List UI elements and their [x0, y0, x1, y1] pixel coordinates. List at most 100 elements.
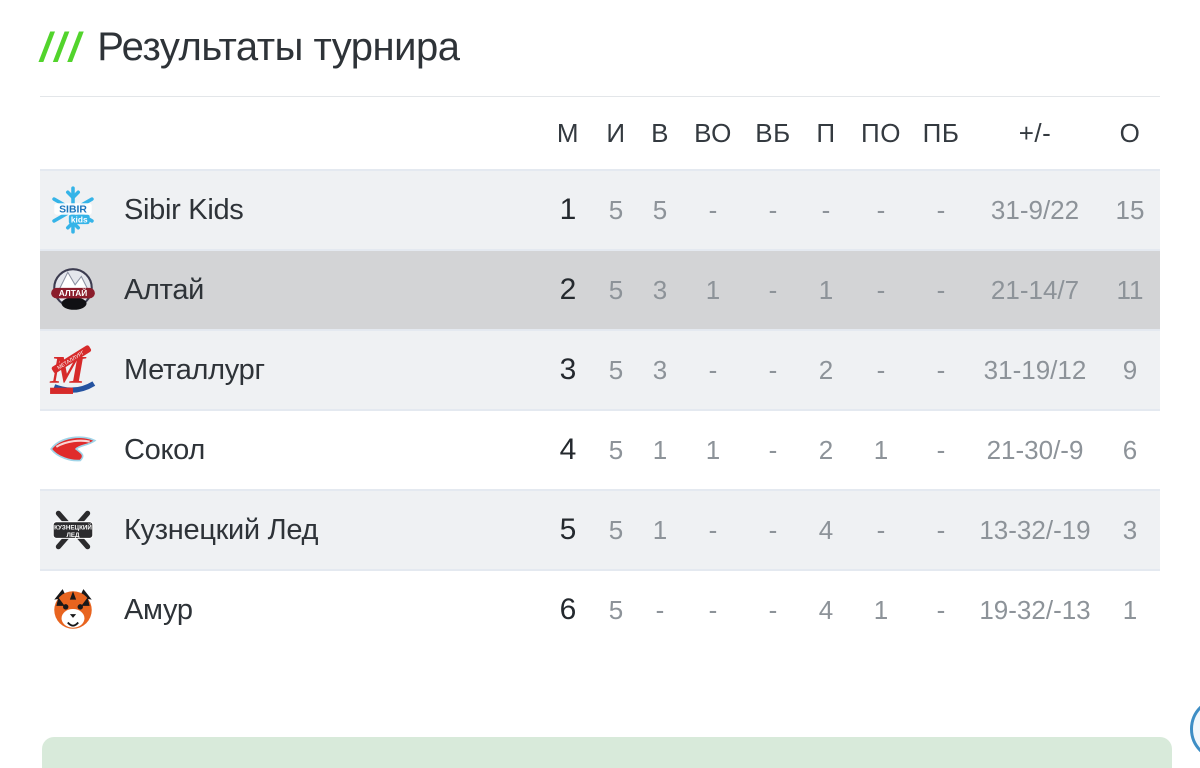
cell-wins: 3: [652, 274, 668, 305]
cell-wins: 1: [652, 434, 668, 465]
cell-goal-diff: 13-32/-19: [979, 514, 1091, 545]
page-header: /// Результаты турнира: [40, 22, 1160, 74]
cell-losses-so: -: [936, 514, 946, 545]
col-header-losses-so: ПБ: [922, 117, 960, 148]
cell-wins-so: -: [768, 434, 778, 465]
cell-losses: 4: [818, 594, 834, 625]
standings-body: Sibir Kids 1 5 5 - - - - - 31-9/22 15 Ал…: [40, 169, 1160, 649]
table-row[interactable]: Металлург 3 5 3 - - 2 - - 31-19/12 9: [40, 329, 1160, 409]
cell-losses: 2: [818, 434, 834, 465]
cell-games: 5: [608, 514, 624, 545]
cell-losses-so: -: [936, 274, 946, 305]
cell-wins-ot: -: [708, 594, 718, 625]
team-name: Sibir Kids: [124, 193, 244, 226]
cell-goal-diff: 31-19/12: [983, 354, 1087, 385]
table-header-row: М И В ВО ВБ П ПО ПБ +/- О: [40, 97, 1160, 169]
team-cell: Sibir Kids: [40, 185, 542, 235]
sibir-kids-logo: [48, 185, 98, 235]
col-header-place: М: [556, 117, 580, 148]
cell-losses-so: -: [936, 434, 946, 465]
cell-losses-ot: -: [876, 354, 886, 385]
cell-goal-diff: 31-9/22: [990, 194, 1080, 225]
sokol-logo: [48, 425, 98, 475]
cell-wins-so: -: [768, 194, 778, 225]
cell-wins-so: -: [768, 274, 778, 305]
cell-losses-ot: -: [876, 514, 886, 545]
col-header-games: И: [606, 117, 626, 148]
kuznetsky-led-logo: [48, 505, 98, 555]
table-row[interactable]: Амур 6 5 - - - 4 1 - 19-32/-13 1: [40, 569, 1160, 649]
team-cell: Амур: [40, 585, 542, 635]
cell-goal-diff: 21-14/7: [990, 274, 1080, 305]
page-title: Результаты турнира: [97, 25, 460, 69]
cell-place: 6: [559, 593, 577, 626]
team-cell: Сокол: [40, 425, 542, 475]
col-header-wins: В: [651, 117, 669, 148]
col-header-wins-ot: ВО: [694, 117, 732, 148]
cell-wins-ot: -: [708, 514, 718, 545]
col-header-losses-ot: ПО: [861, 117, 901, 148]
cell-wins: -: [655, 594, 665, 625]
cell-losses-so: -: [936, 354, 946, 385]
title-accent-slashes-icon: ///: [40, 24, 84, 70]
cell-games: 5: [608, 594, 624, 625]
team-cell: Металлург: [40, 345, 542, 395]
cell-wins-so: -: [768, 354, 778, 385]
cell-games: 5: [608, 434, 624, 465]
altay-logo: [48, 265, 98, 315]
cell-wins-ot: -: [708, 354, 718, 385]
cell-points: 1: [1122, 594, 1138, 625]
cell-losses-ot: -: [876, 194, 886, 225]
amur-logo: [48, 585, 98, 635]
cell-place: 5: [559, 513, 577, 546]
team-name: Металлург: [124, 353, 265, 386]
cell-games: 5: [608, 274, 624, 305]
title-divider: [40, 96, 1160, 97]
cell-losses-ot: 1: [873, 434, 889, 465]
cell-games: 5: [608, 354, 624, 385]
cell-place: 4: [559, 433, 577, 466]
content-area: /// Результаты турнира М И В ВО ВБ П ПО …: [40, 22, 1160, 649]
cell-wins: 5: [652, 194, 668, 225]
cell-place: 3: [559, 353, 577, 386]
table-row[interactable]: Алтай 2 5 3 1 - 1 - - 21-14/7 11: [40, 249, 1160, 329]
cell-losses: 2: [818, 354, 834, 385]
team-name: Кузнецкий Лед: [124, 513, 319, 546]
cell-losses-ot: 1: [873, 594, 889, 625]
floating-widget-button[interactable]: [1190, 697, 1200, 761]
col-header-goal-diff: +/-: [1018, 117, 1052, 148]
cell-losses: 4: [818, 514, 834, 545]
table-row[interactable]: Кузнецкий Лед 5 5 1 - - 4 - - 13-32/-19 …: [40, 489, 1160, 569]
team-name: Амур: [124, 593, 193, 626]
bottom-banner: [42, 737, 1172, 768]
cell-points: 6: [1122, 434, 1138, 465]
cell-goal-diff: 21-30/-9: [986, 434, 1084, 465]
table-row[interactable]: Sibir Kids 1 5 5 - - - - - 31-9/22 15: [40, 169, 1160, 249]
standings-table: М И В ВО ВБ П ПО ПБ +/- О Sibir Kids 1 5…: [40, 97, 1160, 649]
col-header-losses: П: [816, 117, 836, 148]
metallurg-logo: [48, 345, 98, 395]
cell-wins-ot: 1: [705, 274, 721, 305]
cell-place: 1: [559, 193, 577, 226]
cell-losses-so: -: [936, 594, 946, 625]
cell-goal-diff: 19-32/-13: [979, 594, 1091, 625]
col-header-wins-so: ВБ: [755, 117, 791, 148]
cell-wins-so: -: [768, 594, 778, 625]
cell-points: 3: [1122, 514, 1138, 545]
col-header-points: О: [1119, 117, 1141, 148]
cell-wins-ot: 1: [705, 434, 721, 465]
team-cell: Алтай: [40, 265, 542, 315]
cell-losses: -: [821, 194, 831, 225]
table-row[interactable]: Сокол 4 5 1 1 - 2 1 - 21-30/-9 6: [40, 409, 1160, 489]
cell-place: 2: [559, 273, 577, 306]
team-cell: Кузнецкий Лед: [40, 505, 542, 555]
cell-points: 11: [1116, 274, 1144, 305]
cell-wins-so: -: [768, 514, 778, 545]
cell-losses-ot: -: [876, 274, 886, 305]
cell-wins: 1: [652, 514, 668, 545]
cell-points: 9: [1122, 354, 1138, 385]
team-name: Алтай: [124, 273, 205, 306]
cell-games: 5: [608, 194, 624, 225]
team-name: Сокол: [124, 433, 205, 466]
